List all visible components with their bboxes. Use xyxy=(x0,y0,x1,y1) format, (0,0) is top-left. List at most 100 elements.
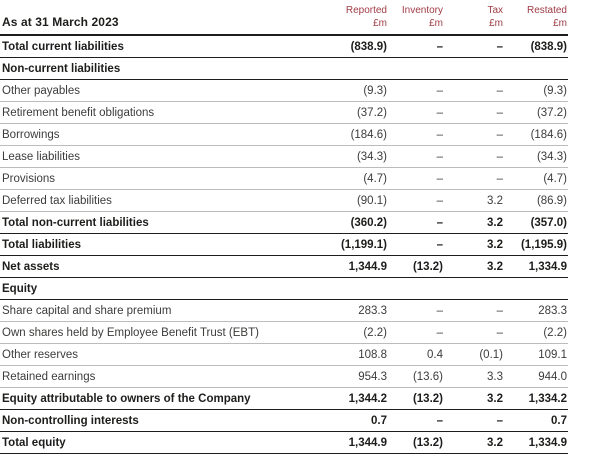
row-value: – xyxy=(388,145,444,168)
table-row: Deferred tax liabilities (90.1) –3.2 (86.9) xyxy=(0,189,568,212)
table-row: Equity xyxy=(0,277,568,300)
table-body: Total current liabilities (838.9) – – (838.9… xyxy=(0,35,568,454)
row-value: 1,344.9 xyxy=(332,431,388,454)
row-value: (13.2) xyxy=(388,255,444,278)
table-row: Non-controlling interests 0.7– –0.7 xyxy=(0,409,568,432)
column-header-tax: Tax £m xyxy=(444,0,504,35)
row-label: Total equity xyxy=(0,431,332,454)
row-value: (184.6) xyxy=(332,123,388,146)
row-value: – xyxy=(388,167,444,190)
table-row: Total liabilities (1,199.1) –3.2 (1,195.9) xyxy=(0,233,568,256)
table-title: As at 31 March 2023 xyxy=(2,15,119,29)
row-value: – xyxy=(444,321,504,344)
row-value: – xyxy=(388,299,444,322)
row-value xyxy=(388,57,444,80)
column-unit: £m xyxy=(373,18,387,29)
row-value: 0.7 xyxy=(504,409,568,432)
row-value: (838.9) xyxy=(332,35,388,58)
row-value: 1,344.2 xyxy=(332,387,388,410)
table-row: Total equity 1,344.9 (13.2) 3.2 1,334.9 xyxy=(0,431,568,454)
balance-sheet-restatement-table: As at 31 March 2023 Reported £m Inventory £… xyxy=(0,0,568,454)
row-label: Lease liabilities xyxy=(0,145,332,168)
row-label: Deferred tax liabilities xyxy=(0,189,332,212)
row-value: 944.0 xyxy=(504,365,568,388)
row-value: 3.2 xyxy=(444,255,504,278)
row-value: 1,334.2 xyxy=(504,387,568,410)
row-label: Non-controlling interests xyxy=(0,409,332,432)
row-value xyxy=(444,277,504,300)
row-value: 3.3 xyxy=(444,365,504,388)
row-value xyxy=(388,277,444,300)
row-value xyxy=(444,57,504,80)
row-value: 283.3 xyxy=(332,299,388,322)
table-row: Retained earnings 954.3 (13.6) 3.3 944.0 xyxy=(0,365,568,388)
table-row: Non-current liabilities xyxy=(0,57,568,80)
row-value: (1,195.9) xyxy=(504,233,568,256)
column-name: Tax xyxy=(487,5,503,16)
row-value: (13.6) xyxy=(388,365,444,388)
row-value: 0.4 xyxy=(388,343,444,366)
header-row: As at 31 March 2023 Reported £m Inventory £… xyxy=(0,0,568,35)
row-label: Provisions xyxy=(0,167,332,190)
row-label: Own shares held by Employee Benefit Trus… xyxy=(0,321,332,344)
row-value: – xyxy=(444,409,504,432)
table-row: Net assets 1,344.9 (13.2) 3.2 1,334.9 xyxy=(0,255,568,278)
row-value: – xyxy=(388,189,444,212)
row-value: (1,199.1) xyxy=(332,233,388,256)
row-value: – xyxy=(444,145,504,168)
row-value: 108.8 xyxy=(332,343,388,366)
row-value: 1,334.9 xyxy=(504,255,568,278)
table-row: Retirement benefit obligations (37.2) – – (3… xyxy=(0,101,568,124)
table-row: Borrowings (184.6) – – (184.6) xyxy=(0,123,568,146)
column-name: Restated xyxy=(526,5,567,16)
row-value: (13.2) xyxy=(388,387,444,410)
row-value: – xyxy=(444,79,504,102)
row-value: – xyxy=(388,35,444,58)
row-label: Equity xyxy=(0,277,332,300)
table-row: Other reserves 108.8 0.4 (0.1) 109.1 xyxy=(0,343,568,366)
row-value xyxy=(504,277,568,300)
row-value: (2.2) xyxy=(504,321,568,344)
row-value: 283.3 xyxy=(504,299,568,322)
row-value: (0.1) xyxy=(444,343,504,366)
row-value: (184.6) xyxy=(504,123,568,146)
column-header-reported: Reported £m xyxy=(332,0,388,35)
column-name: Inventory xyxy=(401,5,443,16)
row-value: (34.3) xyxy=(504,145,568,168)
row-value: (37.2) xyxy=(504,101,568,124)
row-value: – xyxy=(444,35,504,58)
table-row: Provisions (4.7) – – (4.7) xyxy=(0,167,568,190)
column-header-inventory: Inventory £m xyxy=(388,0,444,35)
row-value: 3.2 xyxy=(444,211,504,234)
column-unit: £m xyxy=(489,18,503,29)
row-label: Share capital and share premium xyxy=(0,299,332,322)
row-value xyxy=(504,57,568,80)
row-label: Other payables xyxy=(0,79,332,102)
table-row: Own shares held by Employee Benefit Trus… xyxy=(0,321,568,344)
row-value: (357.0) xyxy=(504,211,568,234)
row-label: Equity attributable to owners of the Com… xyxy=(0,387,332,410)
row-value: – xyxy=(444,299,504,322)
row-value: (4.7) xyxy=(504,167,568,190)
row-value: 1,334.9 xyxy=(504,431,568,454)
row-value: 0.7 xyxy=(332,409,388,432)
row-value: (13.2) xyxy=(388,431,444,454)
row-value: – xyxy=(388,409,444,432)
row-label: Total non-current liabilities xyxy=(0,211,332,234)
row-label: Non-current liabilities xyxy=(0,57,332,80)
row-value xyxy=(332,57,388,80)
row-label: Total liabilities xyxy=(0,233,332,256)
row-value: 3.2 xyxy=(444,431,504,454)
row-label: Retained earnings xyxy=(0,365,332,388)
row-value: (90.1) xyxy=(332,189,388,212)
row-value: 3.2 xyxy=(444,387,504,410)
column-header-restated: Restated £m xyxy=(504,0,568,35)
row-value: 3.2 xyxy=(444,189,504,212)
row-value: – xyxy=(444,167,504,190)
row-value: (34.3) xyxy=(332,145,388,168)
table-row: Total current liabilities (838.9) – – (838.9… xyxy=(0,35,568,58)
column-unit: £m xyxy=(553,18,567,29)
table-row: Share capital and share premium 283.3– –28… xyxy=(0,299,568,322)
row-value: 954.3 xyxy=(332,365,388,388)
table-row: Total non-current liabilities (360.2) –3.2… xyxy=(0,211,568,234)
